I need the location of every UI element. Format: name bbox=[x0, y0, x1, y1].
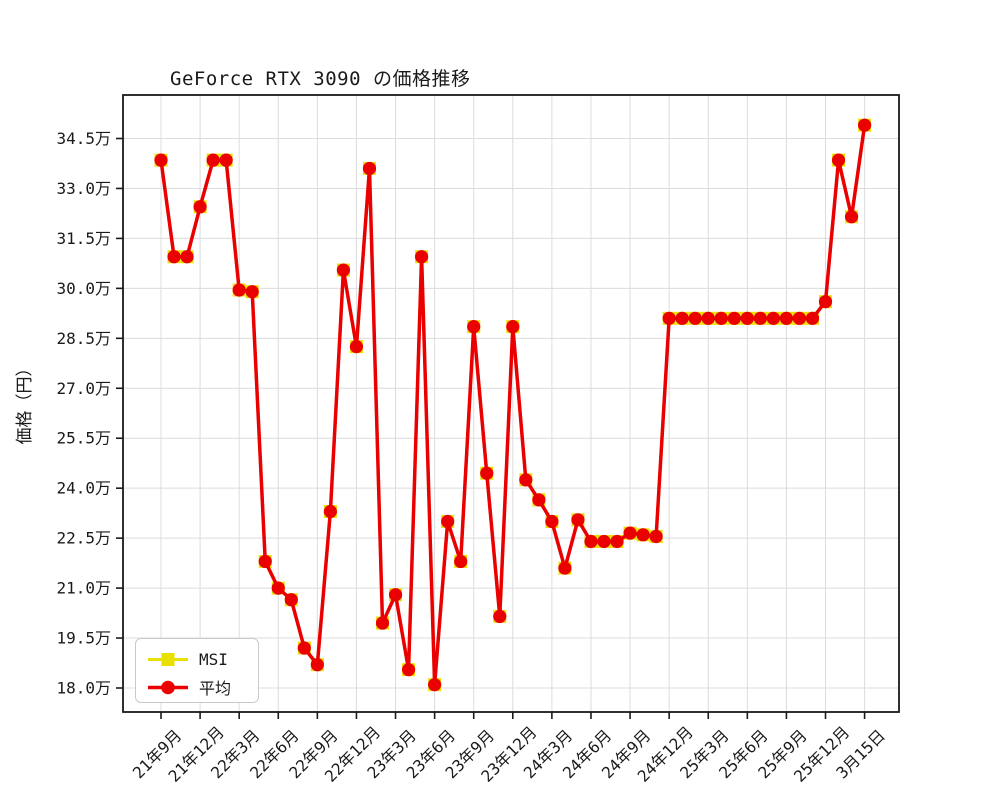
data-point-marker bbox=[180, 250, 194, 264]
y-tick-label: 19.5万 bbox=[56, 629, 111, 648]
data-point-marker bbox=[805, 311, 820, 325]
data-point-marker bbox=[766, 311, 780, 325]
data-point-marker bbox=[753, 311, 767, 325]
legend-item-average: 平均 bbox=[146, 673, 252, 701]
data-point-marker bbox=[571, 513, 585, 527]
y-tick-label: 24.0万 bbox=[56, 479, 111, 498]
y-tick-label: 33.0万 bbox=[56, 179, 111, 198]
data-point-marker bbox=[844, 210, 859, 224]
data-point-marker bbox=[584, 534, 598, 549]
y-tick-label: 18.0万 bbox=[56, 678, 111, 697]
data-point-marker bbox=[649, 529, 663, 544]
data-point-marker bbox=[831, 153, 846, 167]
plot-border bbox=[122, 94, 900, 713]
average-line-circle-marker-icon bbox=[148, 680, 188, 694]
data-point-marker bbox=[193, 200, 207, 214]
data-point-marker bbox=[271, 581, 285, 595]
data-point-marker bbox=[792, 311, 807, 325]
data-point-marker bbox=[740, 311, 754, 325]
data-point-marker bbox=[818, 295, 833, 309]
y-axis-label: 価格（円） bbox=[15, 360, 35, 445]
y-tick-label: 30.0万 bbox=[56, 279, 111, 298]
y-tick-label: 21.0万 bbox=[56, 579, 111, 598]
data-point-marker bbox=[610, 534, 624, 549]
data-point-marker bbox=[167, 250, 181, 264]
data-point-marker bbox=[597, 534, 611, 549]
data-point-marker bbox=[506, 320, 520, 334]
data-point-marker bbox=[310, 658, 324, 672]
legend-label-average: 平均 bbox=[199, 679, 232, 698]
data-point-marker bbox=[532, 493, 546, 507]
data-point-marker bbox=[519, 473, 533, 487]
legend-label-msi: MSI bbox=[199, 649, 228, 669]
data-point-marker bbox=[714, 311, 728, 325]
y-tick-label: 28.5万 bbox=[56, 329, 111, 348]
legend-item-msi: MSI bbox=[146, 645, 252, 673]
y-tick-label: 22.5万 bbox=[56, 529, 111, 548]
data-point-marker bbox=[662, 311, 676, 325]
data-point-marker bbox=[545, 514, 559, 529]
data-point-marker bbox=[441, 514, 455, 529]
data-point-marker bbox=[858, 118, 872, 132]
data-point-marker bbox=[727, 311, 741, 325]
data-point-marker bbox=[558, 561, 572, 575]
data-point-marker bbox=[206, 153, 220, 167]
data-point-marker bbox=[636, 528, 650, 542]
data-point-marker bbox=[336, 263, 351, 277]
data-point-marker bbox=[688, 311, 702, 325]
data-point-marker bbox=[401, 663, 416, 677]
data-point-marker bbox=[219, 153, 233, 167]
data-point-marker bbox=[493, 609, 507, 623]
data-point-marker bbox=[480, 466, 494, 480]
data-point-marker bbox=[388, 588, 403, 602]
data-point-marker bbox=[414, 250, 429, 264]
data-point-marker bbox=[375, 616, 390, 630]
data-point-marker bbox=[467, 320, 481, 334]
data-point-marker bbox=[323, 504, 337, 519]
data-point-marker bbox=[154, 153, 168, 167]
legend: MSI 平均 bbox=[135, 638, 259, 703]
y-tick-label: 31.5万 bbox=[56, 229, 111, 248]
data-point-marker bbox=[362, 161, 377, 176]
y-tick-label: 34.5万 bbox=[56, 129, 111, 148]
data-point-marker bbox=[349, 340, 364, 354]
data-point-marker bbox=[428, 678, 442, 692]
data-point-marker bbox=[258, 554, 272, 569]
chart-title: GeForce RTX 3090 の価格推移 bbox=[170, 68, 471, 90]
data-point-marker bbox=[245, 285, 259, 299]
data-point-marker bbox=[701, 311, 715, 325]
data-point-marker bbox=[232, 283, 246, 297]
data-point-marker bbox=[297, 641, 311, 655]
data-point-marker bbox=[779, 311, 794, 325]
y-tick-label: 27.0万 bbox=[56, 379, 111, 398]
data-point-marker bbox=[284, 593, 298, 607]
y-tick-label: 25.5万 bbox=[56, 429, 111, 448]
series-layer bbox=[154, 118, 872, 692]
data-point-marker bbox=[623, 526, 637, 540]
msi-line-square-marker-icon bbox=[148, 652, 188, 666]
data-point-marker bbox=[454, 554, 468, 569]
data-point-marker bbox=[675, 311, 689, 325]
